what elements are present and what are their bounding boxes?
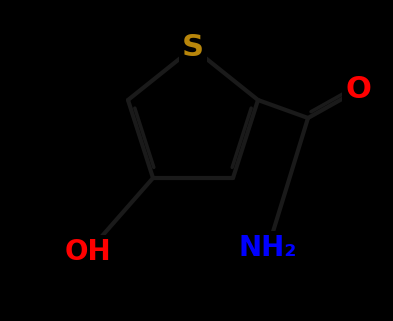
Text: S: S	[182, 33, 204, 63]
Text: OH: OH	[65, 238, 111, 266]
Text: NH₂: NH₂	[239, 234, 297, 262]
Text: O: O	[345, 75, 371, 105]
